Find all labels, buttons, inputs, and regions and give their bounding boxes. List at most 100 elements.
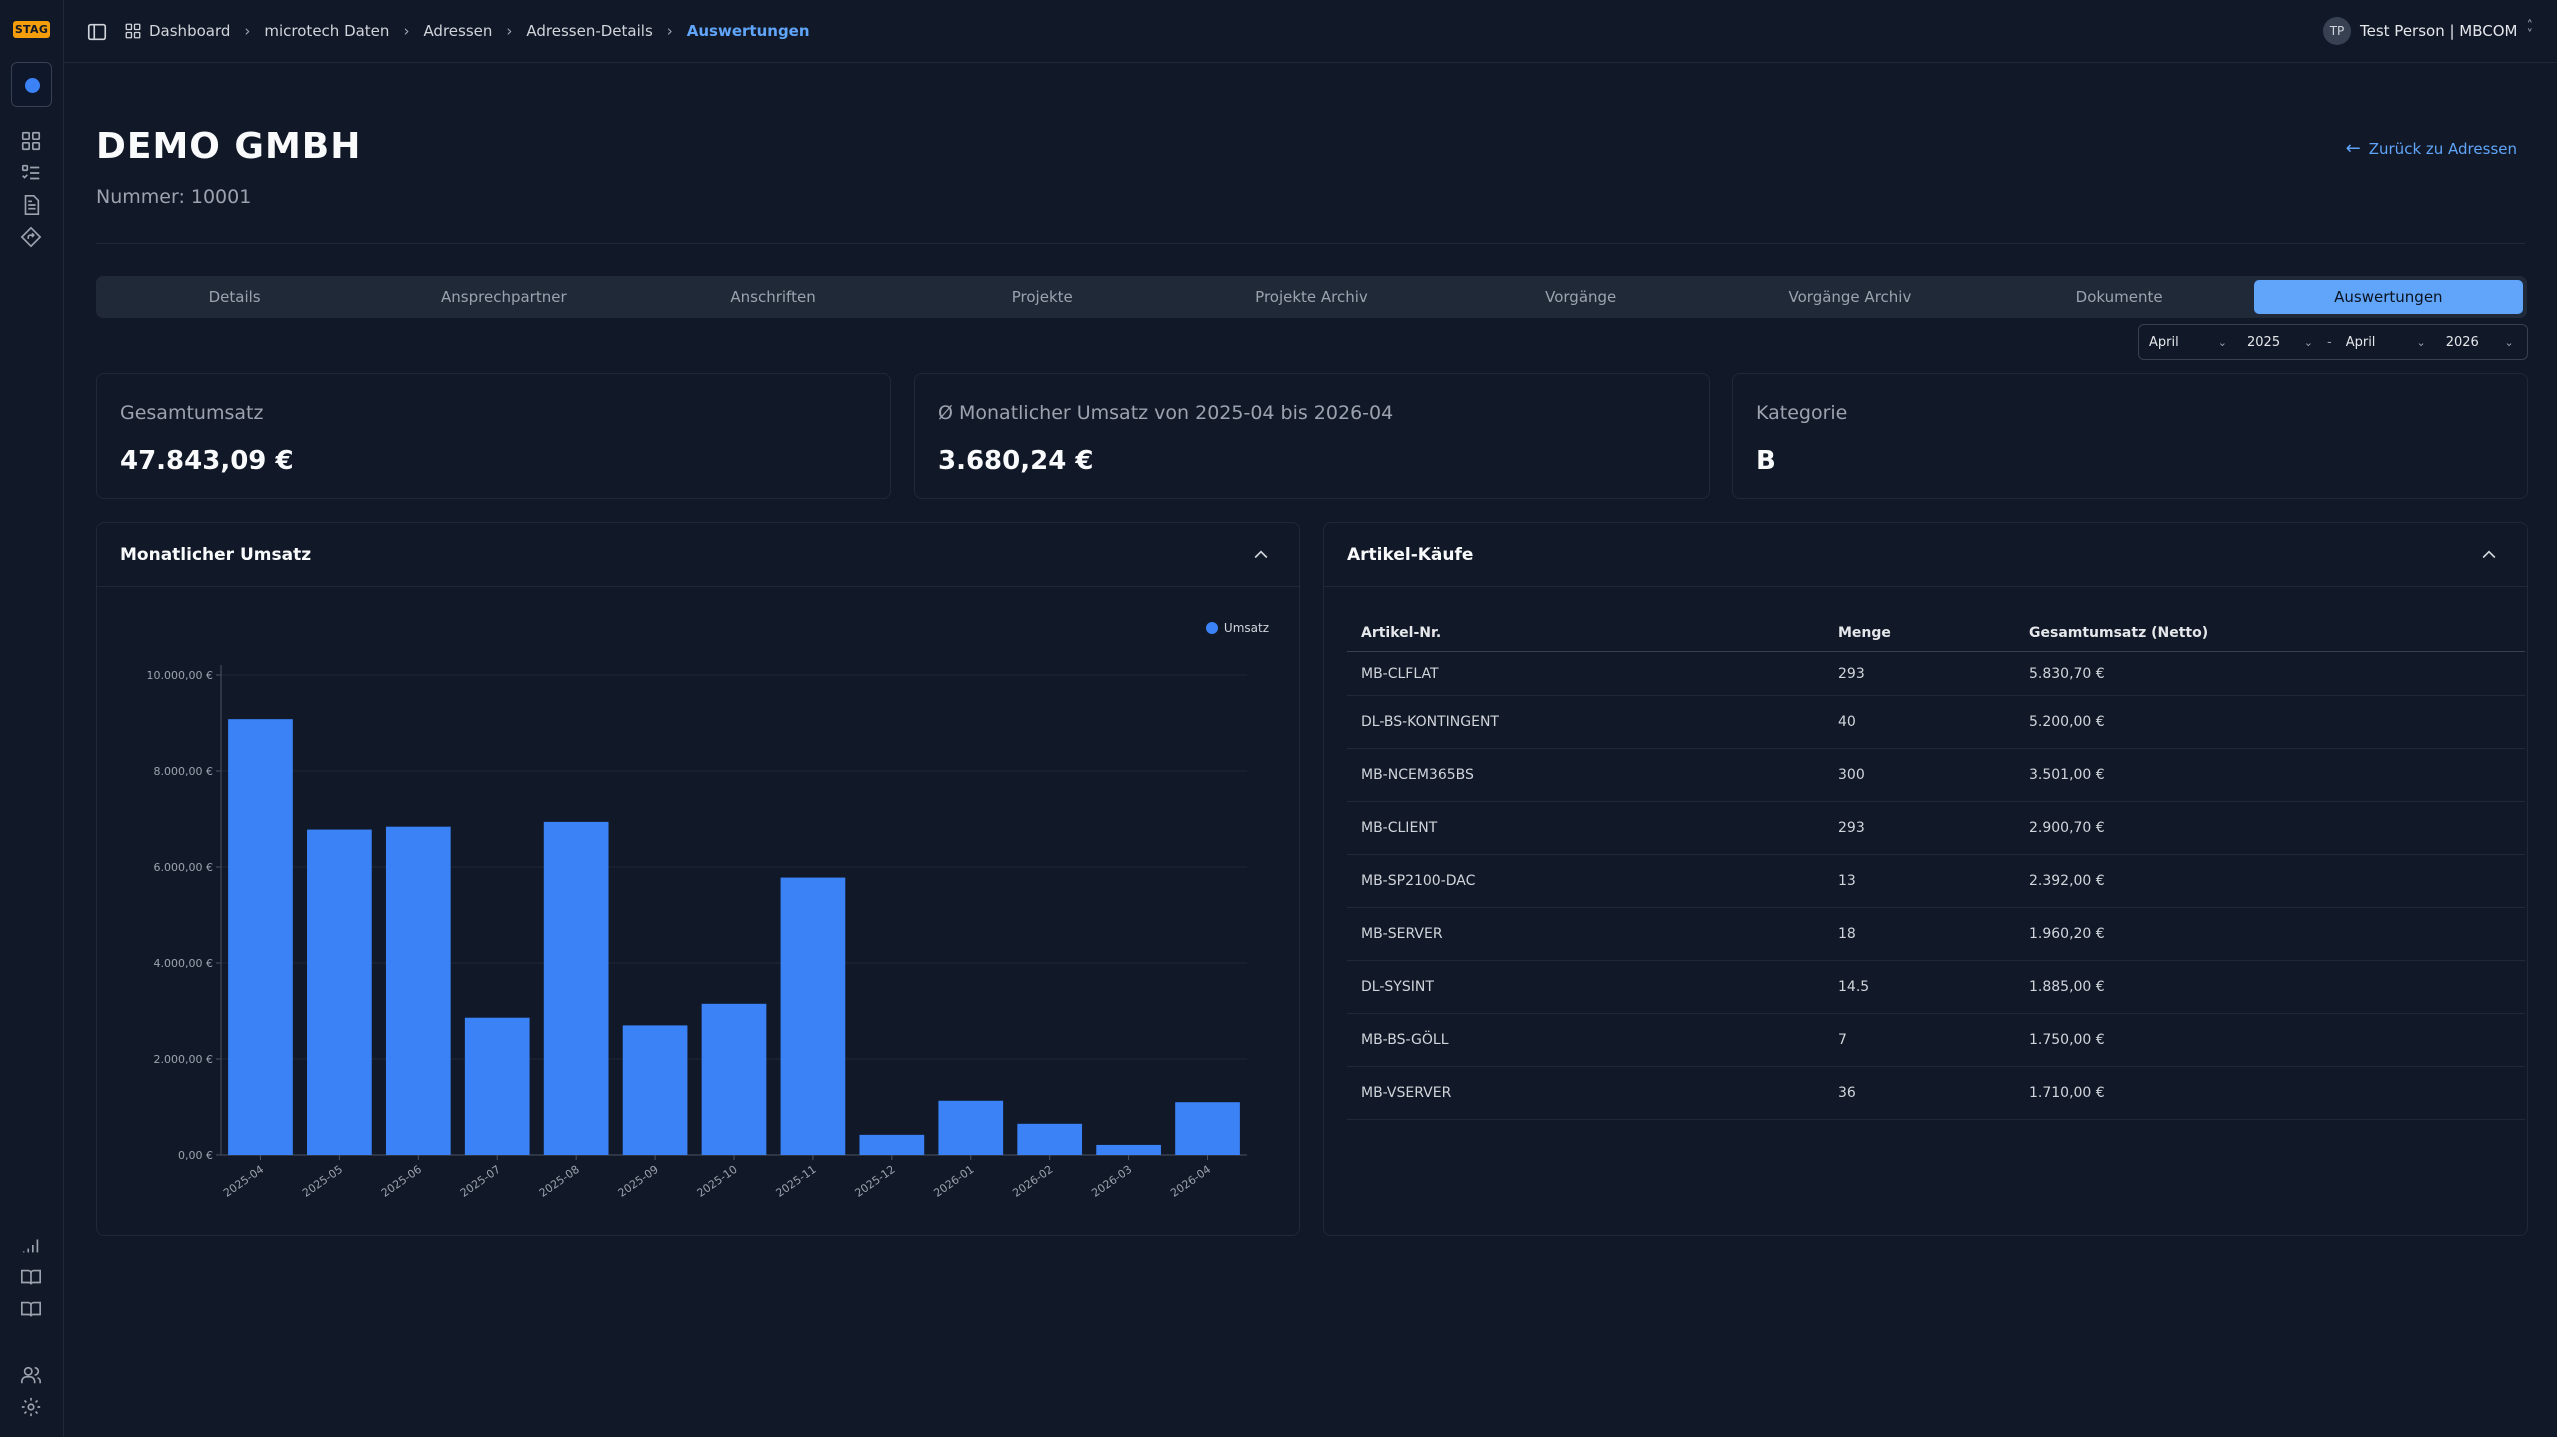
panel-title: Monatlicher Umsatz <box>120 545 312 565</box>
to-month-select[interactable]: April ⌄ <box>2336 335 2436 350</box>
y-tick-label: 4.000,00 € <box>154 957 213 970</box>
kpi-label: Ø Monatlicher Umsatz von 2025-04 bis 202… <box>938 402 1394 424</box>
bar-2025-06[interactable] <box>385 826 451 1155</box>
book-icon[interactable] <box>20 1266 42 1288</box>
route-icon[interactable] <box>20 226 42 248</box>
back-to-addresses-link[interactable]: ← Zurück zu Adressen <box>2346 138 2517 159</box>
table-row[interactable]: MB-BS-GÖLL 7 1.750,00 € <box>1347 1014 2525 1067</box>
breadcrumb-adressen-details[interactable]: Adressen-Details <box>526 22 653 40</box>
bar-2026-03[interactable] <box>1096 1144 1161 1155</box>
breadcrumb-label: Dashboard <box>149 22 231 40</box>
bar-2025-08[interactable] <box>543 821 609 1155</box>
app-logo-button[interactable] <box>11 62 52 107</box>
bar-2025-12[interactable] <box>859 1134 925 1155</box>
article-purchases-panel: Artikel-Käufe Artikel-Nr. Menge Gesamtum… <box>1323 522 2528 1236</box>
tab-vorgaenge[interactable]: Vorgänge <box>1545 288 1617 306</box>
page-subtitle: Nummer: 10001 <box>96 186 252 208</box>
cell-article-no: MB-NCEM365BS <box>1361 767 1474 783</box>
x-tick-label: 2026-03 <box>1089 1163 1134 1200</box>
bar-2026-04[interactable] <box>1175 1102 1240 1155</box>
sidebar-toggle-icon[interactable] <box>86 21 108 43</box>
table-row[interactable]: MB-SP2100-DAC 13 2.392,00 € <box>1347 855 2525 908</box>
tab-projekte[interactable]: Projekte <box>1011 288 1073 306</box>
dashboard-icon <box>124 22 142 40</box>
range-separator: - <box>2327 334 2332 350</box>
column-header-quantity[interactable]: Menge <box>1838 625 1891 641</box>
cell-total-revenue: 1.960,20 € <box>2029 926 2105 942</box>
table-row[interactable]: DL-SYSINT 14.5 1.885,00 € <box>1347 961 2525 1014</box>
chevron-up-icon[interactable] <box>2479 545 2499 565</box>
table-row[interactable]: MB-CLFLAT 293 5.830,70 € <box>1347 652 2525 696</box>
to-month-value: April <box>2345 334 2376 350</box>
table-row[interactable]: MB-CLIENT 293 2.900,70 € <box>1347 802 2525 855</box>
tab-projekte-archiv[interactable]: Projekte Archiv <box>1255 288 1368 306</box>
from-month-select[interactable]: April ⌄ <box>2139 335 2237 350</box>
bar-2025-11[interactable] <box>780 877 846 1155</box>
kpi-value: B <box>1756 446 1776 476</box>
document-icon[interactable] <box>20 194 42 216</box>
cell-quantity: 40 <box>1838 714 1856 730</box>
kpi-value: 3.680,24 € <box>938 446 1094 476</box>
column-header-total-revenue[interactable]: Gesamtumsatz (Netto) <box>2029 625 2209 641</box>
table-row[interactable]: MB-SERVER 18 1.960,20 € <box>1347 908 2525 961</box>
bar-2025-09[interactable] <box>622 1025 688 1155</box>
chevron-up-icon[interactable] <box>1251 545 1271 565</box>
x-tick-label: 2025-09 <box>616 1163 661 1200</box>
chevron-down-icon: ⌄ <box>2416 335 2426 349</box>
table-row[interactable]: DL-BS-KONTINGENT 40 5.200,00 € <box>1347 696 2525 749</box>
x-tick-label: 2026-02 <box>1010 1163 1055 1200</box>
breadcrumb-current: Auswertungen <box>686 22 810 40</box>
article-table: Artikel-Nr. Menge Gesamtumsatz (Netto) M… <box>1347 615 2525 1160</box>
y-tick-label: 0,00 € <box>178 1149 213 1162</box>
breadcrumb-microtech-daten[interactable]: microtech Daten <box>264 22 390 40</box>
tab-details[interactable]: Details <box>208 288 261 306</box>
x-tick-label: 2025-12 <box>852 1163 897 1200</box>
chevron-right-icon: › <box>244 22 251 40</box>
bar-2025-10[interactable] <box>701 1003 767 1155</box>
cell-quantity: 36 <box>1838 1085 1856 1101</box>
users-icon[interactable] <box>20 1364 42 1386</box>
table-row[interactable]: MB-VSERVER 36 1.710,00 € <box>1347 1067 2525 1120</box>
cell-quantity: 300 <box>1838 767 1865 783</box>
breadcrumb-dashboard[interactable]: Dashboard <box>124 22 230 40</box>
cell-article-no: MB-BS-GÖLL <box>1361 1032 1449 1048</box>
x-tick-label: 2026-04 <box>1168 1163 1213 1200</box>
dashboard-grid-icon[interactable] <box>20 130 42 152</box>
y-tick-label: 8.000,00 € <box>154 765 213 778</box>
cell-total-revenue: 1.710,00 € <box>2029 1085 2105 1101</box>
column-header-article-no[interactable]: Artikel-Nr. <box>1361 625 1442 641</box>
tab-dokumente[interactable]: Dokumente <box>2075 288 2163 306</box>
cell-quantity: 293 <box>1838 665 1865 682</box>
chevrons-up-down-icon: ˄ ˅ <box>2526 19 2534 43</box>
tab-auswertungen[interactable]: Auswertungen <box>2253 280 2523 314</box>
table-body[interactable]: MB-CLFLAT 293 5.830,70 € DL-BS-KONTINGENT 40… <box>1347 652 2525 1160</box>
bar-2025-07[interactable] <box>464 1017 530 1155</box>
cell-total-revenue: 2.900,70 € <box>2029 820 2105 836</box>
open-book-icon[interactable] <box>20 1298 42 1320</box>
bar-2026-02[interactable] <box>1017 1123 1083 1155</box>
breadcrumb-adressen[interactable]: Adressen <box>423 22 493 40</box>
kpi-value: 47.843,09 € <box>120 446 294 476</box>
bar-2026-01[interactable] <box>938 1100 1004 1155</box>
from-year-select[interactable]: 2025 ⌄ <box>2237 335 2323 350</box>
bar-2025-05[interactable] <box>307 829 372 1155</box>
settings-gear-icon[interactable] <box>20 1396 42 1418</box>
signal-bars-icon[interactable] <box>20 1234 42 1256</box>
user-menu[interactable]: TP Test Person | MBCOM ˄ ˅ <box>2323 16 2533 46</box>
y-tick-label: 10.000,00 € <box>147 669 213 682</box>
cell-total-revenue: 2.392,00 € <box>2029 873 2105 889</box>
table-row[interactable]: MB-NCEM365BS 300 3.501,00 € <box>1347 749 2525 802</box>
bar-2025-04[interactable] <box>228 719 293 1155</box>
task-list-icon[interactable] <box>20 162 42 184</box>
x-tick-label: 2025-08 <box>537 1163 582 1200</box>
legend-swatch <box>1205 622 1218 634</box>
panel-header: Artikel-Käufe <box>1324 523 2527 587</box>
tab-ansprechpartner[interactable]: Ansprechpartner <box>441 288 567 306</box>
cell-quantity: 13 <box>1838 873 1856 889</box>
cell-article-no: MB-VSERVER <box>1361 1085 1452 1101</box>
chart-legend[interactable]: Umsatz <box>1205 621 1269 635</box>
tab-anschriften[interactable]: Anschriften <box>730 288 816 306</box>
tab-vorgaenge-archiv[interactable]: Vorgänge Archiv <box>1788 288 1912 306</box>
panel-title: Artikel-Käufe <box>1347 545 1474 565</box>
to-year-select[interactable]: 2026 ⌄ <box>2436 335 2524 350</box>
